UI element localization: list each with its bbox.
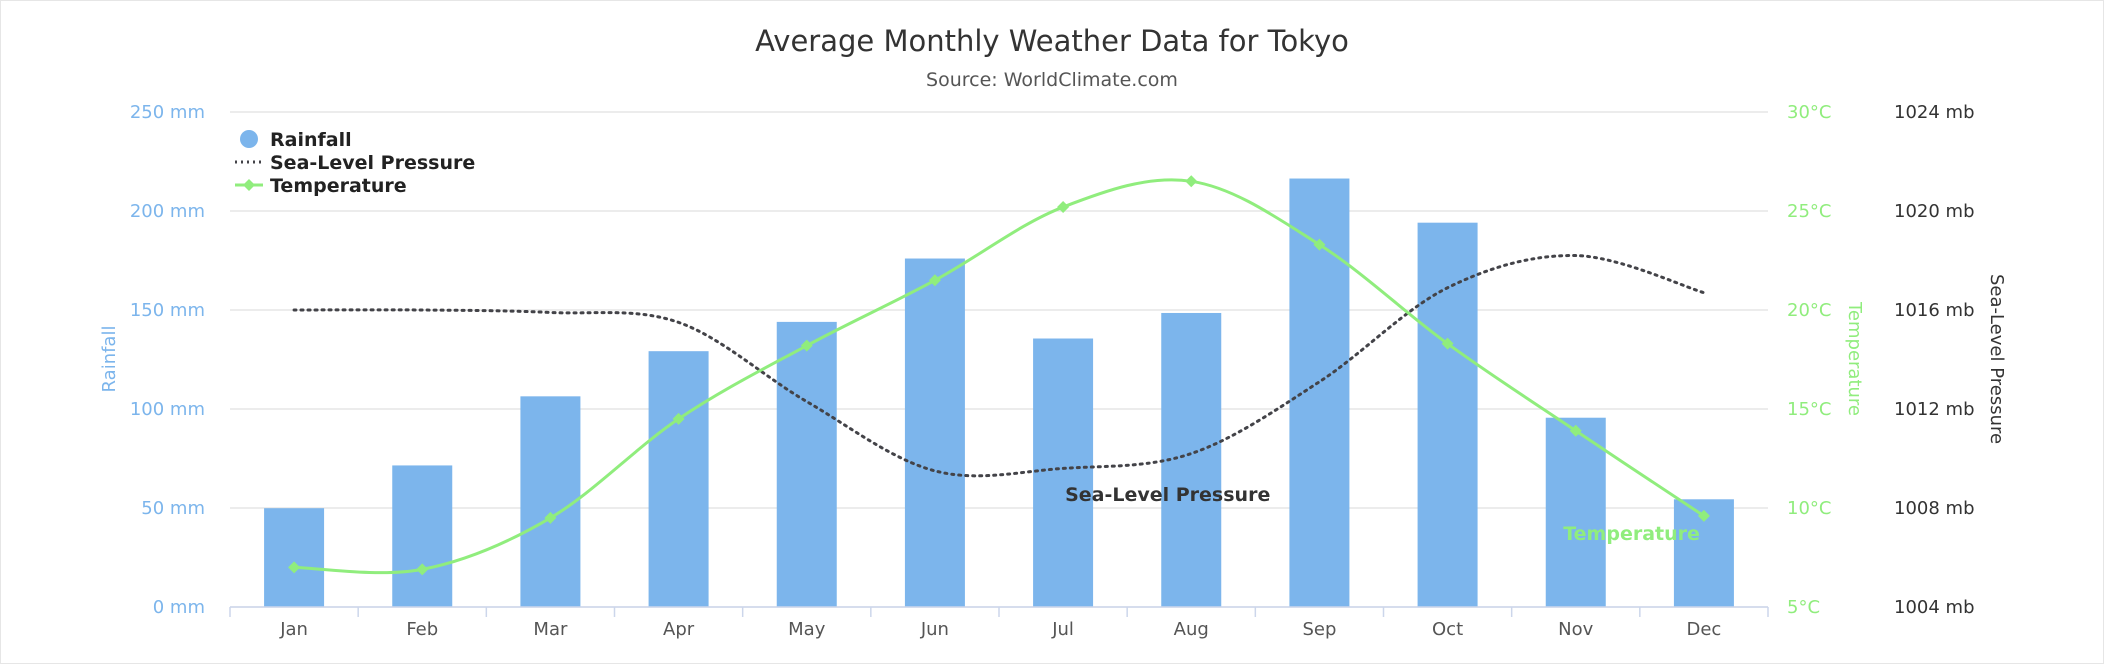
rainfall-bar[interactable] — [1545, 417, 1606, 607]
x-tick-label: Jan — [279, 619, 308, 640]
temperature-point[interactable] — [1569, 424, 1582, 437]
temperature-point[interactable] — [1185, 175, 1198, 188]
temperature-tick-label: 15°C — [1787, 399, 1831, 420]
rainfall-bar[interactable] — [904, 258, 965, 607]
temperature-point[interactable] — [1441, 337, 1454, 350]
temperature-point[interactable] — [1313, 238, 1326, 251]
temperature-line[interactable] — [294, 178, 1705, 575]
line-series: Sea-Level Pressure Temperature — [288, 175, 1710, 576]
temperature-tick-label: 5°C — [1787, 597, 1820, 618]
rainfall-bar[interactable] — [776, 321, 837, 607]
x-tick-label: Nov — [1558, 619, 1593, 640]
pressure-series-label: Sea-Level Pressure — [1065, 484, 1270, 506]
gridlines — [230, 111, 1768, 608]
x-tick-label: Feb — [406, 619, 438, 640]
rainfall-bar[interactable] — [1033, 338, 1094, 607]
pressure-axis-title: Sea-Level Pressure — [1986, 274, 2007, 444]
temperature-point[interactable] — [416, 563, 429, 576]
pressure-tick-label: 1012 mb — [1894, 399, 1975, 420]
legend-item-pressure[interactable]: Sea-Level Pressure — [235, 152, 475, 174]
rainfall-bar[interactable] — [1417, 222, 1478, 607]
chart-subtitle: Source: WorldClimate.com — [926, 69, 1178, 91]
x-tick-label: Oct — [1432, 619, 1463, 640]
x-tick-label: Dec — [1686, 619, 1721, 640]
rainfall-bar[interactable] — [520, 396, 581, 607]
pressure-tick-label: 1004 mb — [1894, 597, 1975, 618]
temperature-point[interactable] — [288, 561, 301, 574]
pressure-tick-label: 1008 mb — [1894, 498, 1975, 519]
pressure-line[interactable] — [292, 254, 1706, 478]
axes: Jan Feb Mar Apr May Jun Jul Aug Sep Oct Nov Dec 0 mm… — [99, 102, 2007, 640]
legend-item-rainfall[interactable]: Rainfall — [240, 129, 352, 151]
legend-label-pressure: Sea-Level Pressure — [270, 152, 475, 174]
pressure-tick-label: 1020 mb — [1894, 201, 1975, 222]
rainfall-tick-label: 0 mm — [153, 597, 205, 618]
chart-title: Average Monthly Weather Data for Tokyo — [755, 24, 1349, 58]
legend-label-rainfall: Rainfall — [270, 129, 352, 151]
rainfall-legend-marker — [240, 130, 258, 148]
temperature-point[interactable] — [928, 274, 941, 287]
temperature-point[interactable] — [672, 412, 685, 425]
rainfall-bar[interactable] — [264, 508, 325, 607]
x-tick-label: Mar — [533, 619, 568, 640]
temperature-tick-label: 10°C — [1787, 498, 1831, 519]
rainfall-tick-label: 100 mm — [130, 399, 205, 420]
legend[interactable]: Rainfall Sea-Level Pressure Temperature — [235, 129, 475, 197]
x-tick-label: Jul — [1051, 619, 1074, 640]
temperature-tick-label: 25°C — [1787, 201, 1831, 222]
rainfall-tick-label: 50 mm — [141, 498, 205, 519]
temperature-axis-title: Temperature — [1844, 301, 1865, 416]
pressure-tick-label: 1016 mb — [1894, 300, 1975, 321]
rainfall-bars — [264, 178, 1734, 607]
x-tick-label: Sep — [1302, 619, 1336, 640]
x-tick-label: Jun — [920, 619, 949, 640]
rainfall-bar[interactable] — [648, 351, 709, 607]
rainfall-tick-label: 250 mm — [130, 102, 205, 123]
pressure-tick-label: 1024 mb — [1894, 102, 1975, 123]
temperature-legend-marker — [243, 179, 255, 191]
temperature-point[interactable] — [1057, 201, 1070, 214]
legend-item-temperature[interactable]: Temperature — [235, 175, 407, 197]
legend-label-temperature: Temperature — [270, 175, 407, 197]
x-tick-label: May — [788, 619, 826, 640]
rainfall-axis-title: Rainfall — [99, 326, 120, 393]
rainfall-bar[interactable] — [392, 465, 453, 607]
x-tick-label: Aug — [1174, 619, 1209, 640]
temperature-point[interactable] — [800, 339, 813, 352]
rainfall-tick-label: 150 mm — [130, 300, 205, 321]
temperature-series-label: Temperature — [1563, 523, 1700, 545]
temperature-tick-label: 20°C — [1787, 300, 1831, 321]
temperature-point[interactable] — [544, 511, 557, 524]
temperature-tick-label: 30°C — [1787, 102, 1831, 123]
x-tick-label: Apr — [663, 619, 695, 640]
rainfall-tick-label: 200 mm — [130, 201, 205, 222]
